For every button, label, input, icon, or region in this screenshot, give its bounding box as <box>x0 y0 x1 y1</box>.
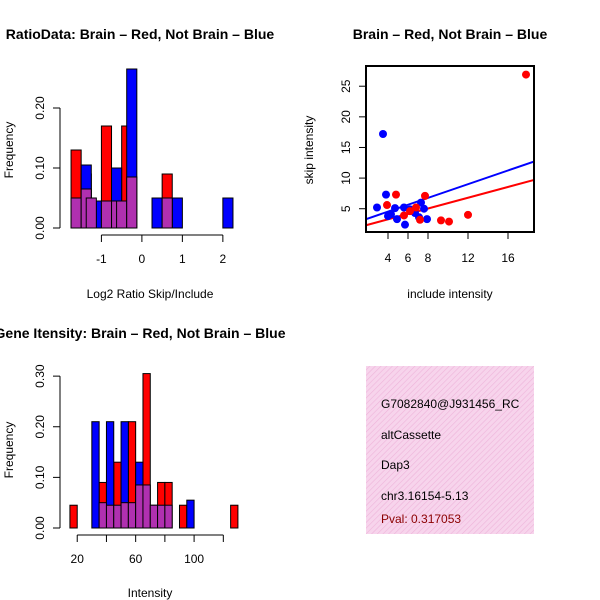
ratio-bar-overlap <box>116 200 128 229</box>
event-id-text: G7082840@J931456_RC <box>381 397 520 411</box>
ratio-bar-overlap <box>70 197 82 229</box>
scatter-point-not-brain <box>420 204 428 213</box>
ratio-bar-not-brain <box>171 197 183 229</box>
scatter-point-not-brain <box>393 215 401 224</box>
scatter-y-tick-label: 5 <box>339 205 353 212</box>
scatter-point-brain <box>522 70 530 79</box>
ratio-histogram-ylabel: Frequency <box>2 122 16 179</box>
scatter-point-not-brain <box>379 129 387 138</box>
intensity-y-tick-label: 0.30 <box>33 364 47 388</box>
scatter-point-not-brain <box>387 210 395 219</box>
scatter-point-brain <box>383 201 391 210</box>
ratio-bar-not-brain <box>151 197 163 229</box>
ratio-bar-overlap <box>126 176 138 229</box>
gene-intensity-title: Gene Itensity: Brain – Red, Not Brain – … <box>0 325 286 341</box>
ratio-histogram-title: RatioData: Brain – Red, Not Brain – Blue <box>6 26 275 42</box>
ratio-x-tick-label: 0 <box>139 252 146 266</box>
scatter-y-tick-label: 15 <box>339 140 353 154</box>
scatter-point-brain <box>412 203 420 212</box>
intensity-bar-brain <box>69 504 78 529</box>
intensity-bar-overlap <box>149 504 159 529</box>
info-box-background <box>366 366 534 534</box>
event-type-text: altCassette <box>381 428 441 442</box>
intensity-bar-overlap <box>164 504 173 529</box>
intensity-bar-overlap <box>113 504 122 529</box>
intensity-y-tick-label: 0.20 <box>33 415 47 439</box>
ratio-bar-not-brain <box>222 197 234 229</box>
scatter-point-brain <box>421 191 429 200</box>
scatter-point-not-brain <box>423 215 431 224</box>
scatter-point-not-brain <box>400 203 408 212</box>
scatter-y-tick-label: 20 <box>339 110 353 124</box>
scatter-point-brain <box>437 216 445 225</box>
scatter-point-not-brain <box>382 190 390 199</box>
scatter-point-brain <box>416 215 424 224</box>
scatter-point-not-brain <box>417 198 425 207</box>
scatter-point-brain <box>464 210 472 219</box>
scatter-plot-box <box>365 65 535 233</box>
gene-name-text: Dap3 <box>381 458 410 472</box>
intensity-scatter-title: Brain – Red, Not Brain – Blue <box>353 26 548 42</box>
ratio-x-tick-label: 1 <box>179 252 186 266</box>
ratio-bar-overlap <box>85 197 97 229</box>
intensity-scatter-ylabel: skip intensity <box>302 116 316 185</box>
scatter-point-brain <box>445 217 453 226</box>
intensity-bar-overlap <box>105 504 115 529</box>
location-text: chr3.16154-5.13 <box>381 489 469 503</box>
scatter-x-tick-label: 12 <box>461 251 475 265</box>
intensity-scatter-panel: Brain – Red, Not Brain – Blue include in… <box>302 26 547 301</box>
intensity-bar-overlap <box>142 484 151 529</box>
intensity-bar-overlap <box>157 504 166 529</box>
scatter-point-brain <box>392 190 400 199</box>
gene-intensity-histogram-panel: Gene Itensity: Brain – Red, Not Brain – … <box>0 325 286 600</box>
intensity-bar-overlap <box>120 502 129 529</box>
gene-intensity-ylabel: Frequency <box>2 422 16 479</box>
ratio-bar-overlap <box>100 200 113 229</box>
scatter-x-tick-label: 4 <box>385 251 392 265</box>
intensity-y-tick-label: 0.10 <box>33 465 47 489</box>
intensity-bar-not-brain <box>91 421 100 529</box>
scatter-point-not-brain <box>401 220 409 229</box>
intensity-bar-brain <box>230 504 239 529</box>
ratio-histogram-xlabel: Log2 Ratio Skip/Include <box>87 287 214 301</box>
scatter-point-not-brain <box>391 204 399 213</box>
ratio-x-tick-label: -1 <box>96 252 107 266</box>
scatter-point-brain <box>406 207 414 216</box>
gene-intensity-xlabel: Intensity <box>128 586 173 600</box>
intensity-bar-overlap <box>135 484 144 529</box>
ratio-y-tick-label: 0.20 <box>33 96 47 120</box>
intensity-bar-overlap <box>127 502 137 529</box>
ratio-histogram-panel: RatioData: Brain – Red, Not Brain – Blue… <box>2 26 274 301</box>
pval-text: Pval: 0.317053 <box>381 512 461 526</box>
ratio-y-tick-label: 0.00 <box>33 216 47 240</box>
intensity-bar-brain <box>178 504 188 529</box>
intensity-scatter-xlabel: include intensity <box>407 287 492 301</box>
event-info-panel: G7082840@J931456_RC altCassette Dap3 chr… <box>366 366 534 534</box>
scatter-y-tick-label: 25 <box>339 79 353 93</box>
scatter-y-tick-label: 10 <box>339 171 353 185</box>
scatter-point-brain <box>400 211 408 220</box>
intensity-bar-not-brain <box>186 499 195 529</box>
scatter-x-tick-label: 8 <box>425 251 432 265</box>
ratio-x-tick-label: 2 <box>220 252 227 266</box>
ratio-bar-overlap <box>161 197 173 229</box>
ratio-y-tick-label: 0.10 <box>33 156 47 180</box>
scatter-x-tick-label: 6 <box>405 251 412 265</box>
intensity-x-tick-label: 60 <box>129 552 143 566</box>
intensity-x-tick-label: 100 <box>184 552 204 566</box>
intensity-x-tick-label: 20 <box>71 552 85 566</box>
scatter-point-not-brain <box>373 203 381 212</box>
intensity-y-tick-label: 0.00 <box>33 516 47 540</box>
scatter-x-tick-label: 16 <box>501 251 515 265</box>
intensity-bar-overlap <box>98 502 107 529</box>
